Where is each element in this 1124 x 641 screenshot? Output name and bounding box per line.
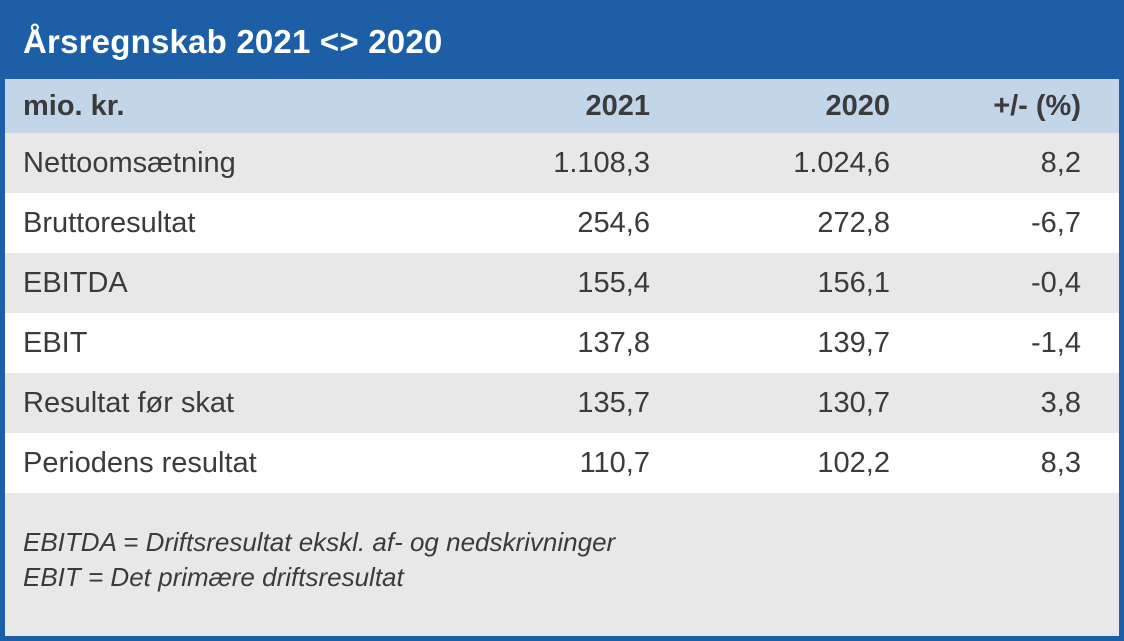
value-change: -6,7	[1031, 206, 1081, 239]
value-2020: 139,7	[817, 326, 890, 359]
column-header-change: +/- (%)	[993, 89, 1081, 122]
row-label: EBIT	[23, 326, 88, 359]
table-row: Periodens resultat 110,7 102,2 8,3	[5, 433, 1119, 493]
row-label: Periodens resultat	[23, 446, 257, 479]
row-label: EBITDA	[23, 266, 128, 299]
table-row: Bruttoresultat 254,6 272,8 -6,7	[5, 193, 1119, 253]
footnote-ebit: EBIT = Det primære driftsresultat	[23, 562, 404, 592]
footnote-ebitda: EBITDA = Driftsresultat ekskl. af- og ne…	[23, 527, 616, 557]
value-2021: 1.108,3	[553, 146, 650, 179]
value-change: 8,2	[1040, 146, 1081, 179]
value-2021: 155,4	[577, 266, 650, 299]
value-2021: 135,7	[577, 386, 650, 419]
column-header-2020: 2020	[825, 89, 890, 122]
value-change: 8,3	[1040, 446, 1081, 479]
value-2020: 156,1	[817, 266, 890, 299]
table-row: EBITDA 155,4 156,1 -0,4	[5, 253, 1119, 313]
table-header-row: mio. kr. 2021 2020 +/- (%)	[5, 79, 1119, 133]
value-2021: 254,6	[577, 206, 650, 239]
row-label: Resultat før skat	[23, 386, 235, 419]
column-header-2021: 2021	[585, 89, 650, 122]
table-row: Nettoomsætning 1.108,3 1.024,6 8,2	[5, 133, 1119, 193]
column-header-unit: mio. kr.	[23, 89, 125, 122]
row-label: Nettoomsætning	[23, 146, 236, 179]
table-title-bar: Årsregnskab 2021 <> 2020	[5, 5, 1119, 79]
page-title: Årsregnskab 2021 <> 2020	[23, 23, 443, 60]
value-2020: 272,8	[817, 206, 890, 239]
value-change: -0,4	[1031, 266, 1081, 299]
table-footnotes: EBITDA = Driftsresultat ekskl. af- og ne…	[5, 493, 1119, 636]
row-label: Bruttoresultat	[23, 206, 196, 239]
table-row: EBIT 137,8 139,7 -1,4	[5, 313, 1119, 373]
value-2021: 137,8	[577, 326, 650, 359]
value-change: -1,4	[1031, 326, 1081, 359]
value-2020: 102,2	[817, 446, 890, 479]
value-2020: 130,7	[817, 386, 890, 419]
table-row: Resultat før skat 135,7 130,7 3,8	[5, 373, 1119, 433]
value-2020: 1.024,6	[793, 146, 890, 179]
value-change: 3,8	[1040, 386, 1081, 419]
value-2021: 110,7	[579, 446, 650, 479]
